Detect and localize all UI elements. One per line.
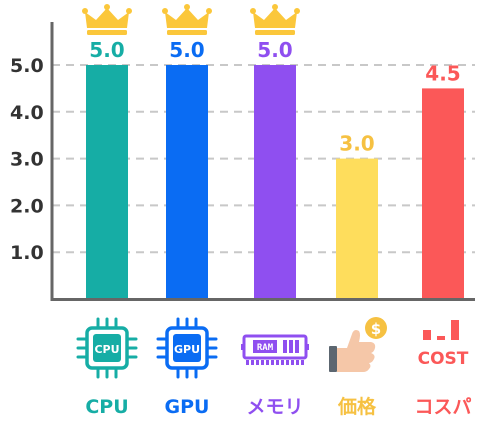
- crown-jewel: [126, 8, 132, 14]
- category-label: コスパ: [414, 396, 471, 418]
- bar: [422, 88, 464, 300]
- bar: [336, 158, 378, 299]
- ram-contact: [291, 360, 294, 365]
- category-label: GPU: [165, 396, 210, 418]
- crown-icon: [82, 4, 132, 35]
- value-labels: 5.0 5.0 5.0 3.0 4.5: [89, 38, 460, 156]
- ram-contact: [296, 360, 299, 365]
- chip-core: [173, 334, 201, 362]
- crown-jewel: [162, 8, 168, 14]
- crowns: [82, 4, 300, 35]
- ram-text: RAM: [257, 343, 274, 353]
- value-label: 5.0: [89, 38, 124, 62]
- cost-bar: [451, 320, 459, 340]
- category-icons: CPU GPU RAM $ COST: [76, 317, 469, 379]
- price-hand-coin-icon: $: [329, 317, 387, 372]
- bar: [86, 65, 128, 299]
- crown-band: [87, 30, 127, 35]
- crown-jewel: [294, 8, 300, 14]
- ram-label-box: [253, 340, 277, 353]
- ram-chip: [283, 340, 287, 353]
- y-tick-label: 2.0: [10, 195, 44, 217]
- y-tick-label: 5.0: [10, 55, 44, 77]
- thumbs-up-hand: [337, 330, 376, 372]
- bars: [86, 65, 464, 300]
- crown-body: [165, 8, 209, 28]
- ram-chip: [295, 340, 299, 353]
- axes: [50, 22, 475, 301]
- crown-body: [85, 8, 129, 28]
- coin-symbol: $: [371, 320, 381, 338]
- cpu-chip-icon: CPU: [76, 317, 138, 379]
- ram-contact: [286, 360, 289, 365]
- bar: [166, 65, 208, 299]
- category-label: 価格: [337, 395, 377, 418]
- chip-text: CPU: [94, 343, 119, 356]
- cost-bar: [437, 336, 445, 340]
- y-tick-label: 3.0: [10, 149, 44, 171]
- crown-icon: [250, 4, 300, 35]
- chip-core: [93, 334, 121, 362]
- coin-icon: [365, 317, 387, 339]
- crown-jewel: [184, 4, 190, 10]
- y-tick-labels: 1.0 2.0 3.0 4.0 5.0: [10, 55, 44, 264]
- y-tick-label: 1.0: [10, 242, 44, 264]
- sleeve: [329, 346, 337, 372]
- crown-jewel: [206, 8, 212, 14]
- ram-contact: [261, 360, 264, 365]
- crown-jewel: [272, 4, 278, 10]
- ram-contact: [246, 360, 249, 365]
- ram-contact: [271, 360, 274, 365]
- category-labels: CPU GPU メモリ 価格 コスパ: [85, 395, 471, 418]
- value-label: 4.5: [425, 61, 460, 85]
- ram-contact: [276, 360, 279, 365]
- cost-text: COST: [418, 349, 469, 369]
- ram-module-icon: RAM: [241, 334, 309, 365]
- cost-bar: [423, 330, 431, 340]
- gpu-chip-icon: GPU: [156, 317, 218, 379]
- cost-performance-icon: COST: [418, 320, 469, 369]
- y-tick-label: 4.0: [10, 102, 44, 124]
- crown-icon: [162, 4, 212, 35]
- category-label: CPU: [85, 396, 128, 418]
- ram-contact: [266, 360, 269, 365]
- chip-text: GPU: [174, 343, 200, 356]
- ram-notch: [306, 344, 309, 350]
- crown-jewel: [250, 8, 256, 14]
- crown-jewel: [104, 4, 110, 10]
- crown-band: [167, 30, 207, 35]
- ram-contact: [281, 360, 284, 365]
- value-label: 5.0: [257, 38, 292, 62]
- ram-contact: [301, 360, 304, 365]
- bar: [254, 65, 296, 299]
- ram-chip: [289, 340, 293, 353]
- crown-band: [255, 30, 295, 35]
- crown-body: [253, 8, 297, 28]
- ram-contact: [256, 360, 259, 365]
- category-label: メモリ: [246, 396, 303, 418]
- value-label: 3.0: [339, 132, 374, 156]
- ram-contact: [251, 360, 254, 365]
- crown-jewel: [82, 8, 88, 14]
- ram-notch: [241, 344, 244, 350]
- value-label: 5.0: [169, 38, 204, 62]
